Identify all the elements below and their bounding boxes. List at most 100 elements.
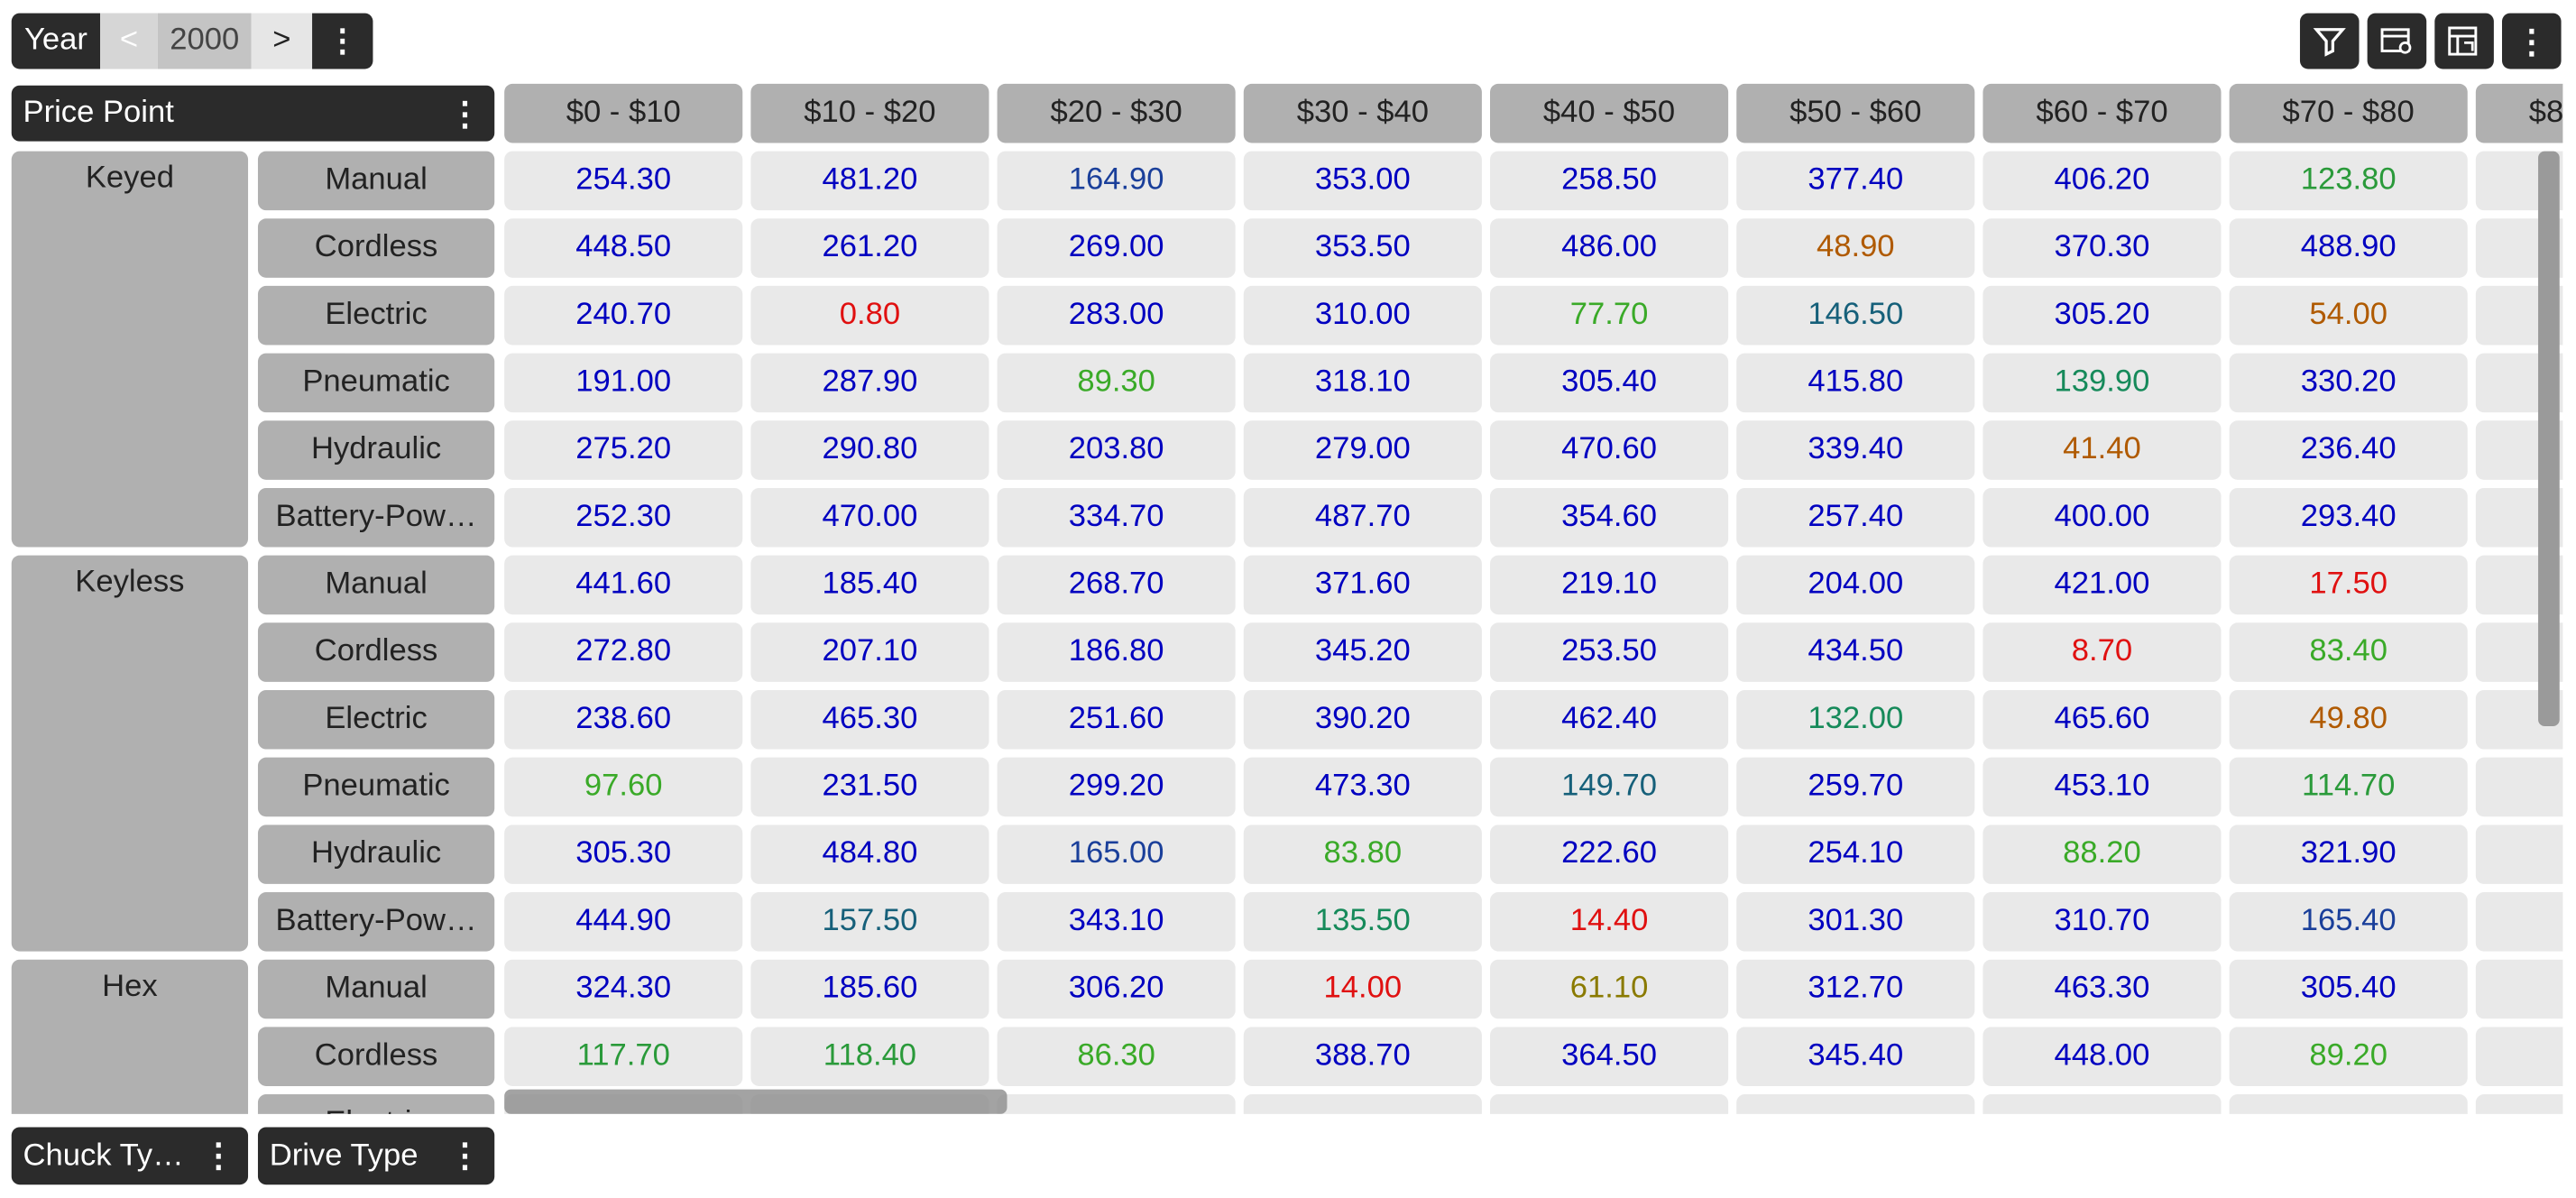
value-cell: 114.70 xyxy=(2229,757,2468,817)
row-field[interactable]: Chuck Ty… ⋮ xyxy=(11,1127,249,1185)
value-cell xyxy=(2475,959,2563,1019)
value-cell: 310.00 xyxy=(1243,285,1482,346)
value-cell: 165.40 xyxy=(2229,892,2468,952)
value-cell: 473.30 xyxy=(1243,757,1482,817)
value-cell: 252.30 xyxy=(504,487,743,548)
value-cell xyxy=(2229,1094,2468,1114)
value-cell: 301.30 xyxy=(1736,892,1975,952)
row-header: Manual xyxy=(257,959,495,1019)
year-label: Year xyxy=(11,13,101,69)
row-header: Cordless xyxy=(257,622,495,682)
settings-button[interactable] xyxy=(2367,13,2427,69)
row-field-label: Drive Type xyxy=(269,1138,419,1173)
row-header: Electric xyxy=(257,285,495,346)
value-cell: 279.00 xyxy=(1243,420,1482,480)
value-cell: 149.70 xyxy=(1490,757,1729,817)
value-cell: 219.10 xyxy=(1490,555,1729,615)
value-cell: 261.20 xyxy=(750,218,989,278)
value-cell xyxy=(2475,757,2563,817)
value-cell: 135.50 xyxy=(1243,892,1482,952)
value-cell xyxy=(2475,1094,2563,1114)
value-cell xyxy=(1736,1094,1975,1114)
value-cell: 17.50 xyxy=(2229,555,2468,615)
row-header: Pneumatic xyxy=(257,757,495,817)
column-header: $40 - $50 xyxy=(1490,83,1729,143)
value-cell: 377.40 xyxy=(1736,151,1975,211)
filter-icon xyxy=(2313,28,2346,57)
value-cell: 139.90 xyxy=(1983,353,2222,413)
value-cell: 448.00 xyxy=(1983,1027,2222,1086)
value-cell: 463.30 xyxy=(1983,959,2222,1019)
value-cell: 164.90 xyxy=(997,151,1236,211)
value-cell: 83.80 xyxy=(1243,825,1482,884)
value-cell: 204.00 xyxy=(1736,555,1975,615)
value-cell: 305.40 xyxy=(1490,353,1729,413)
value-cell: 371.60 xyxy=(1243,555,1482,615)
menu-icon: ⋮ xyxy=(448,96,482,133)
value-cell: 481.20 xyxy=(750,151,989,211)
value-cell: 238.60 xyxy=(504,689,743,750)
value-cell: 86.30 xyxy=(997,1027,1236,1086)
value-cell: 293.40 xyxy=(2229,487,2468,548)
value-cell: 353.00 xyxy=(1243,151,1482,211)
value-cell: 0.80 xyxy=(750,285,989,346)
value-cell: 448.50 xyxy=(504,218,743,278)
value-cell: 353.50 xyxy=(1243,218,1482,278)
row-header: Manual xyxy=(257,555,495,615)
value-cell: 41.40 xyxy=(1983,420,2222,480)
year-value[interactable]: 2000 xyxy=(157,13,252,69)
group-header: Hex xyxy=(11,959,249,1114)
value-cell: 185.40 xyxy=(750,555,989,615)
value-cell: 453.10 xyxy=(1983,757,2222,817)
prev-button[interactable]: < xyxy=(100,13,158,69)
value-cell: 465.30 xyxy=(750,689,989,750)
group-header: Keyless xyxy=(11,555,249,952)
value-cell: 132.00 xyxy=(1736,689,1975,750)
next-button[interactable]: > xyxy=(251,13,313,69)
value-cell: 14.40 xyxy=(1490,892,1729,952)
column-header: $20 - $30 xyxy=(997,83,1236,143)
column-header: $80 - $90 xyxy=(2475,83,2563,143)
value-cell: 487.70 xyxy=(1243,487,1482,548)
value-cell: 305.30 xyxy=(504,825,743,884)
row-header: Manual xyxy=(257,151,495,211)
value-cell: 275.20 xyxy=(504,420,743,480)
value-cell: 462.40 xyxy=(1490,689,1729,750)
value-cell: 49.80 xyxy=(2229,689,2468,750)
vertical-scrollbar xyxy=(2538,151,2560,727)
value-cell: 268.70 xyxy=(997,555,1236,615)
layout-button[interactable] xyxy=(2434,13,2494,69)
column-header: $70 - $80 xyxy=(2229,83,2468,143)
value-cell: 465.60 xyxy=(1983,689,2222,750)
value-cell: 88.20 xyxy=(1983,825,2222,884)
value-cell: 146.50 xyxy=(1736,285,1975,346)
year-menu[interactable]: ⋮ xyxy=(312,13,373,69)
value-cell: 421.00 xyxy=(1983,555,2222,615)
value-cell: 236.40 xyxy=(2229,420,2468,480)
filter-button[interactable] xyxy=(2299,13,2360,69)
value-cell xyxy=(2475,1027,2563,1086)
value-cell: 434.50 xyxy=(1736,622,1975,682)
value-cell: 14.00 xyxy=(1243,959,1482,1019)
value-cell xyxy=(2475,825,2563,884)
row-header: Pneumatic xyxy=(257,353,495,413)
value-cell: 253.50 xyxy=(1490,622,1729,682)
value-cell: 290.80 xyxy=(750,420,989,480)
value-cell: 334.70 xyxy=(997,487,1236,548)
table-viewport: Price Point ⋮ $0 - $10 $10 - $20 $20 - $30 $3… xyxy=(0,78,2563,1114)
column-header: $60 - $70 xyxy=(1983,83,2222,143)
row-field[interactable]: Drive Type ⋮ xyxy=(257,1127,495,1185)
value-cell xyxy=(2475,892,2563,952)
value-cell: 191.00 xyxy=(504,353,743,413)
value-cell: 390.20 xyxy=(1243,689,1482,750)
corner-header[interactable]: Price Point ⋮ xyxy=(11,85,495,142)
value-cell: 251.60 xyxy=(997,689,1236,750)
value-cell: 97.60 xyxy=(504,757,743,817)
value-cell: 207.10 xyxy=(750,622,989,682)
value-cell: 486.00 xyxy=(1490,218,1729,278)
value-cell: 240.70 xyxy=(504,285,743,346)
more-button[interactable]: ⋮ xyxy=(2501,13,2562,69)
value-cell: 8.70 xyxy=(1983,622,2222,682)
row-header: Hydraulic xyxy=(257,825,495,884)
